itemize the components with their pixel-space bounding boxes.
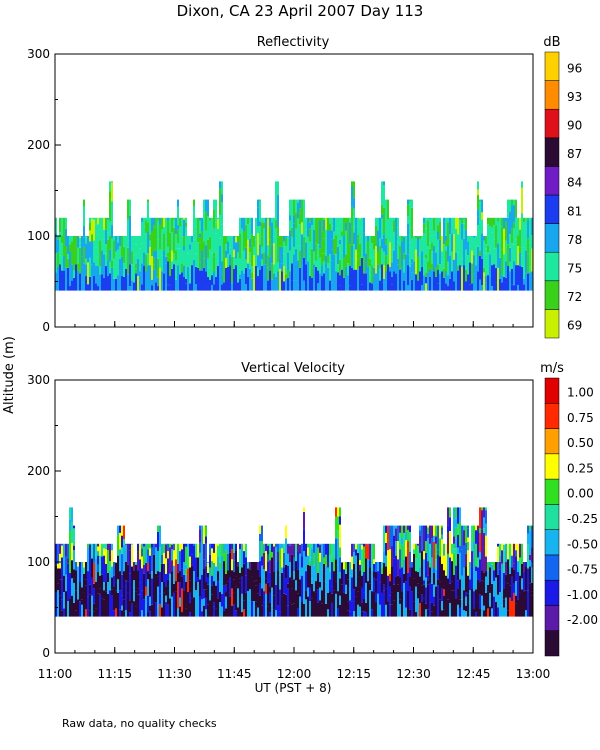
y-tick-label: 100	[27, 555, 50, 569]
x-axis-label: UT (PST + 8)	[255, 681, 332, 695]
colorbar-label: 78	[567, 233, 582, 247]
colorbar-label: -0.25	[567, 512, 598, 526]
reflectivity-colorbar: 96 93 90 87 84 81 78 75 72 69	[544, 51, 582, 339]
colorbar-swatch	[544, 403, 560, 429]
colorbar-swatch	[544, 605, 560, 631]
velocity-title: Vertical Velocity	[241, 361, 345, 376]
colorbar-label: -0.75	[567, 563, 598, 577]
shared-ylabel: Altitude (m)	[2, 336, 17, 414]
velocity-plot-area	[55, 507, 533, 617]
reflectivity-panel: Reflectivity dB 0 100 200 300 96 93 90 87 84 81 7…	[27, 35, 582, 339]
y-tick-label: 300	[27, 47, 50, 61]
figure-title: Dixon, CA 23 April 2007 Day 113	[177, 2, 424, 20]
colorbar-swatch	[544, 251, 560, 282]
colorbar-label: 81	[567, 204, 582, 218]
colorbar-swatch	[544, 428, 560, 455]
colorbar-label: 93	[567, 90, 582, 104]
colorbar-swatch	[544, 280, 560, 310]
colorbar-label: 84	[567, 176, 582, 190]
colorbar-label: 72	[567, 290, 582, 304]
footnote: Raw data, no quality checks	[62, 717, 217, 730]
colorbar-swatch	[544, 108, 560, 139]
x-tick-label: 11:00	[38, 667, 73, 681]
colorbar-swatch	[544, 478, 560, 505]
y-tick-label: 100	[27, 229, 50, 243]
colorbar-swatch	[544, 377, 560, 404]
velocity-colorbar-unit: m/s	[540, 361, 564, 376]
x-tick-label: 11:30	[157, 667, 192, 681]
y-tick-label: 300	[27, 373, 50, 387]
velocity-colorbar: 1.00 0.75 0.50 0.25 0.00 -0.25 -0.50 -0.75 -1.00…	[544, 377, 598, 657]
y-tick-label: 0	[42, 320, 50, 334]
colorbar-swatch	[544, 504, 560, 530]
x-tick-label: 12:00	[277, 667, 312, 681]
velocity-panel: Vertical Velocity m/s 0 100 200 300 11:00 11:…	[27, 361, 598, 681]
x-tick-label: 12:30	[396, 667, 431, 681]
colorbar-swatch	[544, 194, 560, 224]
y-tick-label: 0	[42, 646, 50, 660]
x-tick-label: 12:15	[336, 667, 371, 681]
reflectivity-axes: 0 100 200 300	[27, 47, 534, 334]
colorbar-swatch	[544, 137, 560, 167]
colorbar-swatch	[544, 529, 560, 556]
colorbar-swatch	[544, 309, 560, 339]
x-tick-label: 11:45	[217, 667, 252, 681]
colorbar-label: 87	[567, 147, 582, 161]
colorbar-swatch	[544, 51, 560, 81]
x-tick-label: 12:45	[456, 667, 491, 681]
colorbar-label: 69	[567, 319, 582, 333]
velocity-axes: 0 100 200 300 11:00 11:15 11:30 11:45 12:00 12:15…	[27, 373, 550, 681]
colorbar-label: 0.75	[567, 411, 594, 425]
x-tick-label: 13:00	[516, 667, 551, 681]
reflectivity-colorbar-unit: dB	[543, 35, 560, 50]
colorbar-label: 90	[567, 119, 582, 133]
colorbar-label: 0.00	[567, 487, 594, 501]
reflectivity-plot-area	[55, 181, 533, 291]
colorbar-swatch	[544, 554, 560, 581]
colorbar-label: -1.00	[567, 588, 598, 602]
y-tick-label: 200	[27, 138, 50, 152]
colorbar-swatch	[544, 630, 560, 657]
colorbar-label: 96	[567, 61, 582, 75]
colorbar-label: -0.50	[567, 537, 598, 551]
colorbar-label: 0.50	[567, 436, 594, 450]
colorbar-swatch	[544, 80, 560, 110]
colorbar-label: -2.00	[567, 613, 598, 627]
colorbar-label: 1.00	[567, 386, 594, 400]
x-tick-label: 11:15	[97, 667, 132, 681]
colorbar-label: 75	[567, 262, 582, 276]
colorbar-label: 0.25	[567, 461, 594, 475]
colorbar-swatch	[544, 223, 560, 253]
colorbar-swatch	[544, 579, 560, 606]
colorbar-swatch	[544, 453, 560, 480]
colorbar-swatch	[544, 166, 560, 196]
reflectivity-title: Reflectivity	[257, 35, 330, 50]
y-tick-label: 200	[27, 464, 50, 478]
